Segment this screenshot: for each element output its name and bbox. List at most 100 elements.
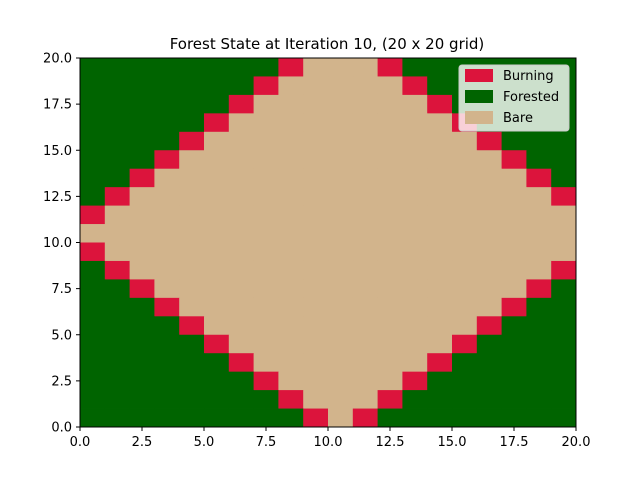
cell-bare [328, 353, 354, 373]
cell-bare [476, 297, 502, 317]
cell-bare [352, 205, 378, 225]
cell-bare [204, 187, 230, 206]
cell-bare [278, 113, 304, 133]
cell-forested [129, 150, 155, 170]
cell-forested [427, 390, 453, 409]
cell-forested [80, 316, 106, 336]
cell-forested [129, 316, 155, 336]
cell-bare [427, 187, 453, 206]
cell-bare [352, 334, 378, 354]
cell-bare [303, 58, 329, 77]
cell-burning [402, 76, 428, 96]
cell-bare [303, 224, 329, 243]
cell-bare [328, 279, 354, 299]
cell-bare [179, 224, 205, 243]
cell-forested [551, 334, 577, 354]
cell-forested [551, 279, 577, 299]
cell-burning [476, 316, 502, 336]
cell-bare [80, 224, 106, 243]
cell-bare [328, 168, 354, 188]
cell-bare [328, 224, 354, 243]
x-tick-label: 20.0 [562, 435, 591, 450]
cell-forested [104, 76, 130, 96]
cell-bare [303, 297, 329, 317]
cell-bare [228, 297, 254, 317]
cell-bare [352, 150, 378, 170]
cell-bare [303, 390, 329, 409]
cell-forested [80, 76, 106, 96]
cell-bare [427, 113, 453, 133]
cell-bare [452, 224, 478, 243]
cell-bare [278, 168, 304, 188]
cell-bare [179, 279, 205, 299]
x-tick-label: 7.5 [256, 435, 277, 450]
cell-bare [303, 279, 329, 299]
cell-forested [179, 76, 205, 96]
cell-bare [253, 353, 279, 373]
cell-bare [452, 279, 478, 299]
cell-forested [377, 408, 403, 428]
cell-forested [402, 390, 428, 409]
cell-bare [452, 260, 478, 280]
cell-burning [526, 168, 552, 188]
cell-bare [427, 205, 453, 225]
cell-bare [501, 205, 527, 225]
cell-forested [80, 58, 106, 77]
cell-bare [278, 279, 304, 299]
cell-forested [204, 94, 230, 114]
y-tick-label: 15.0 [43, 144, 72, 159]
cell-forested [154, 113, 180, 133]
cell-bare [228, 242, 254, 262]
cell-forested [154, 76, 180, 96]
cell-bare [377, 205, 403, 225]
cell-bare [402, 150, 428, 170]
cell-bare [204, 316, 230, 336]
cell-bare [204, 279, 230, 299]
cell-burning [104, 187, 130, 206]
cell-bare [377, 297, 403, 317]
y-tick-label: 17.5 [43, 98, 72, 113]
cell-burning [104, 260, 130, 280]
cell-bare [129, 205, 155, 225]
cell-forested [253, 58, 279, 77]
cell-burning [427, 353, 453, 373]
cell-bare [328, 187, 354, 206]
cell-bare [204, 297, 230, 317]
cell-forested [154, 390, 180, 409]
cell-bare [452, 316, 478, 336]
cell-bare [278, 297, 304, 317]
cell-forested [179, 113, 205, 133]
cell-bare [253, 187, 279, 206]
cell-forested [80, 94, 106, 114]
cell-burning [253, 371, 279, 391]
cell-bare [402, 131, 428, 151]
cell-bare [228, 334, 254, 354]
cell-bare [253, 297, 279, 317]
cell-forested [476, 353, 502, 373]
cell-bare [352, 224, 378, 243]
cell-bare [352, 113, 378, 133]
cell-bare [278, 371, 304, 391]
cell-forested [228, 371, 254, 391]
cell-bare [476, 205, 502, 225]
cell-forested [129, 297, 155, 317]
cell-bare [328, 58, 354, 77]
cell-bare [328, 242, 354, 262]
cell-forested [204, 58, 230, 77]
cell-bare [204, 168, 230, 188]
cell-bare [352, 371, 378, 391]
cell-bare [452, 168, 478, 188]
cell-forested [129, 390, 155, 409]
cell-burning [303, 408, 329, 428]
cell-forested [427, 76, 453, 96]
cell-bare [427, 150, 453, 170]
cell-bare [427, 279, 453, 299]
cell-bare [154, 260, 180, 280]
x-tick-label: 15.0 [438, 435, 467, 450]
cell-forested [526, 297, 552, 317]
cell-bare [526, 260, 552, 280]
cell-forested [526, 150, 552, 170]
cell-bare [352, 260, 378, 280]
cell-bare [303, 94, 329, 114]
